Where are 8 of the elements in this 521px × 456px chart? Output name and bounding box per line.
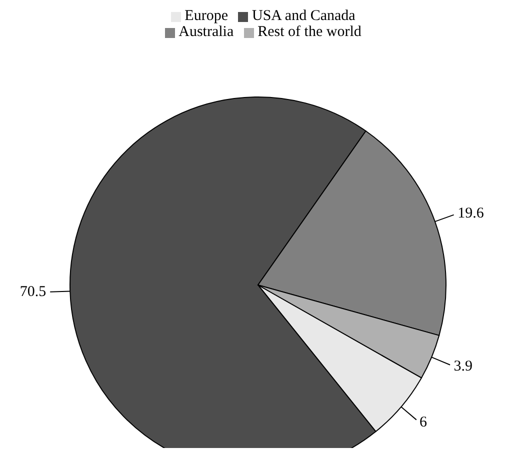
data-label: 70.5 (20, 284, 46, 300)
legend-label: Rest of the world (258, 24, 362, 40)
data-label: 3.9 (454, 358, 472, 374)
data-label: 6 (419, 414, 428, 430)
legend-label: Australia (178, 24, 234, 40)
legend-label: Europe (184, 8, 228, 24)
data-label: 19.6 (458, 205, 484, 222)
legend-label: USA and Canada (252, 8, 356, 24)
